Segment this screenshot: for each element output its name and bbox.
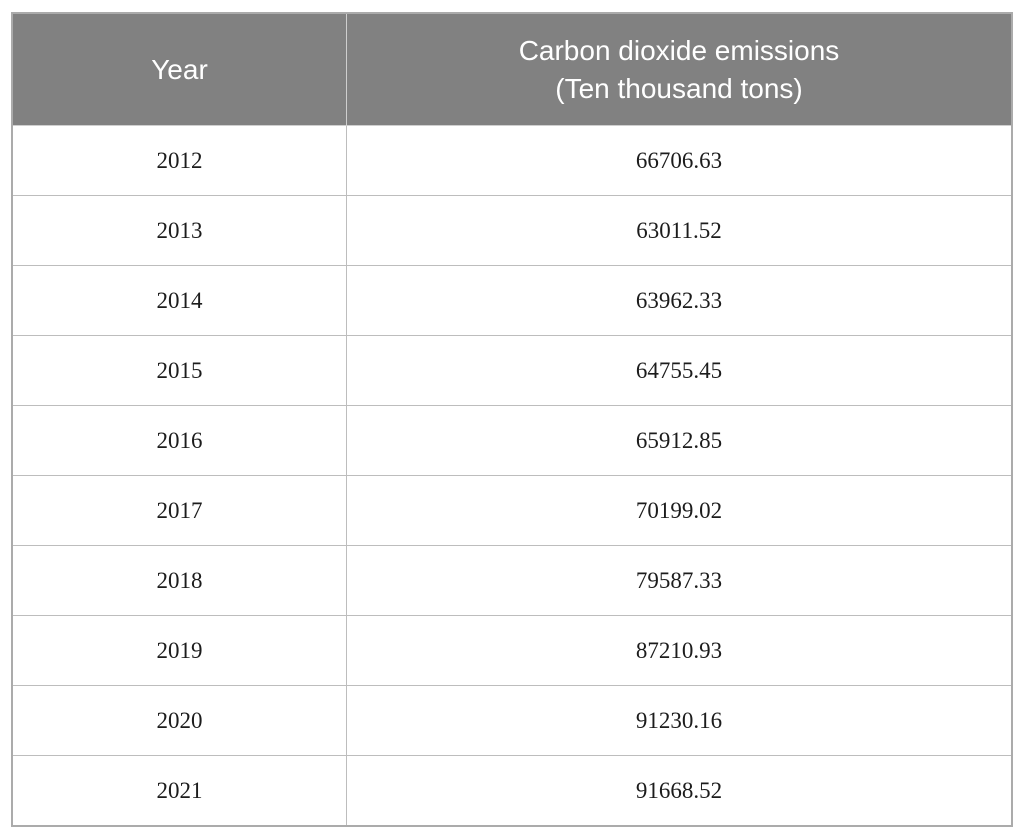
value-cell: 79587.33 bbox=[346, 545, 1013, 616]
table-row: 2018 79587.33 bbox=[11, 545, 1013, 616]
table-row: 2016 65912.85 bbox=[11, 405, 1013, 476]
year-cell: 2019 bbox=[11, 615, 347, 686]
year-cell: 2014 bbox=[11, 265, 347, 336]
table-row: 2021 91668.52 bbox=[11, 755, 1013, 827]
table-header: Year Carbon dioxide emissions (Ten thous… bbox=[11, 12, 1013, 126]
table-body: 2012 66706.63 2013 63011.52 2014 63962.3… bbox=[11, 125, 1013, 827]
value-cell: 63011.52 bbox=[346, 195, 1013, 266]
year-cell: 2012 bbox=[11, 125, 347, 196]
value-cell: 63962.33 bbox=[346, 265, 1013, 336]
emissions-column-header-line1: Carbon dioxide emissions bbox=[518, 34, 840, 66]
year-cell: 2018 bbox=[11, 545, 347, 616]
value-cell: 64755.45 bbox=[346, 335, 1013, 406]
year-column-header: Year bbox=[11, 12, 347, 126]
table-row: 2019 87210.93 bbox=[11, 615, 1013, 686]
table-row: 2014 63962.33 bbox=[11, 265, 1013, 336]
value-cell: 87210.93 bbox=[346, 615, 1013, 686]
table-row: 2015 64755.45 bbox=[11, 335, 1013, 406]
table-row: 2017 70199.02 bbox=[11, 475, 1013, 546]
value-cell: 66706.63 bbox=[346, 125, 1013, 196]
year-cell: 2013 bbox=[11, 195, 347, 266]
value-cell: 70199.02 bbox=[346, 475, 1013, 546]
emissions-table-container: Year Carbon dioxide emissions (Ten thous… bbox=[11, 12, 1013, 827]
emissions-column-header: Carbon dioxide emissions (Ten thousand t… bbox=[346, 12, 1013, 126]
year-cell: 2021 bbox=[11, 755, 347, 827]
table-row: 2012 66706.63 bbox=[11, 125, 1013, 196]
emissions-table: Year Carbon dioxide emissions (Ten thous… bbox=[11, 12, 1013, 827]
header-row: Year Carbon dioxide emissions (Ten thous… bbox=[11, 12, 1013, 126]
value-cell: 91230.16 bbox=[346, 685, 1013, 756]
table-row: 2013 63011.52 bbox=[11, 195, 1013, 266]
emissions-column-header-line2: (Ten thousand tons) bbox=[555, 72, 803, 104]
year-cell: 2017 bbox=[11, 475, 347, 546]
year-cell: 2015 bbox=[11, 335, 347, 406]
value-cell: 65912.85 bbox=[346, 405, 1013, 476]
table-row: 2020 91230.16 bbox=[11, 685, 1013, 756]
year-cell: 2016 bbox=[11, 405, 347, 476]
year-cell: 2020 bbox=[11, 685, 347, 756]
value-cell: 91668.52 bbox=[346, 755, 1013, 827]
year-column-header-label: Year bbox=[151, 53, 208, 85]
